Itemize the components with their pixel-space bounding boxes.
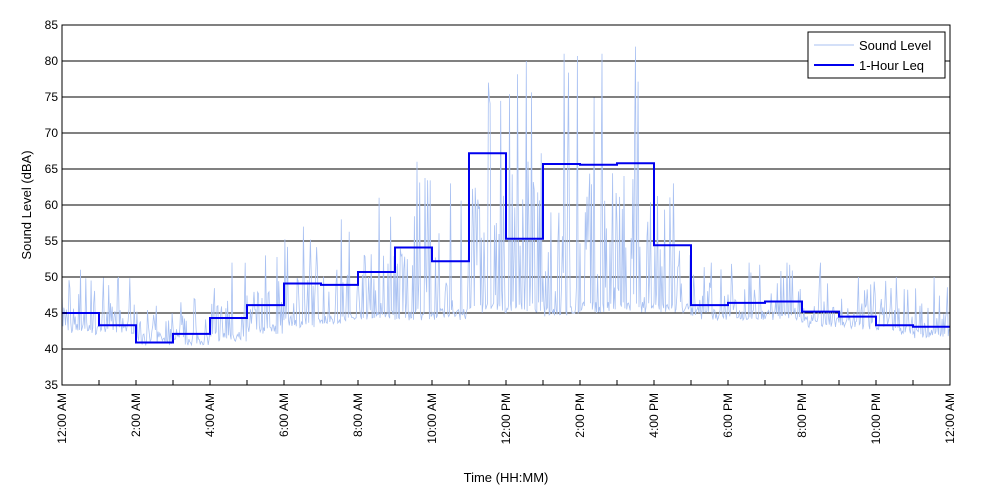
legend: Sound Level 1-Hour Leq bbox=[807, 31, 946, 79]
y-tick-label: 85 bbox=[45, 18, 59, 32]
axis-ticks: 35 40 45 50 55 60 65 70 75 80 85 12:00 AM 2:00 AM 4:0… bbox=[45, 18, 957, 444]
y-tick-label: 50 bbox=[45, 270, 59, 284]
y-tick-label: 45 bbox=[45, 306, 59, 320]
y-tick-label: 35 bbox=[45, 378, 59, 392]
x-tick-label: 4:00 PM bbox=[647, 393, 661, 438]
y-tick-label: 60 bbox=[45, 198, 59, 212]
x-tick-label: 10:00 PM bbox=[869, 393, 883, 444]
series-line-leq bbox=[62, 152, 950, 344]
y-tick-label: 70 bbox=[45, 126, 59, 140]
x-tick-label: 2:00 AM bbox=[129, 393, 143, 437]
x-tick-label: 12:00 AM bbox=[943, 393, 957, 444]
y-tick-label: 75 bbox=[45, 90, 59, 104]
legend-label-leq: 1-Hour Leq bbox=[859, 58, 924, 73]
x-axis-title: Time (HH:MM) bbox=[464, 470, 549, 485]
legend-box bbox=[807, 31, 946, 79]
legend-label-sound-level: Sound Level bbox=[859, 38, 931, 53]
y-tick-label: 40 bbox=[45, 342, 59, 356]
x-tick-label: 6:00 AM bbox=[277, 393, 291, 437]
x-tick-label: 12:00 AM bbox=[55, 393, 69, 444]
x-tick-label: 8:00 AM bbox=[351, 393, 365, 437]
y-tick-label: 55 bbox=[45, 234, 59, 248]
series-area bbox=[61, 46, 950, 347]
y-tick-label: 80 bbox=[45, 54, 59, 68]
x-tick-label: 10:00 AM bbox=[425, 393, 439, 444]
x-tick-label: 8:00 PM bbox=[795, 393, 809, 438]
y-tick-label: 65 bbox=[45, 162, 59, 176]
x-tick-label: 4:00 AM bbox=[203, 393, 217, 437]
x-tick-label: 12:00 PM bbox=[499, 393, 513, 444]
x-tick-label: 2:00 PM bbox=[573, 393, 587, 438]
x-tick-label: 6:00 PM bbox=[721, 393, 735, 438]
y-axis-title: Sound Level (dBA) bbox=[19, 150, 34, 259]
